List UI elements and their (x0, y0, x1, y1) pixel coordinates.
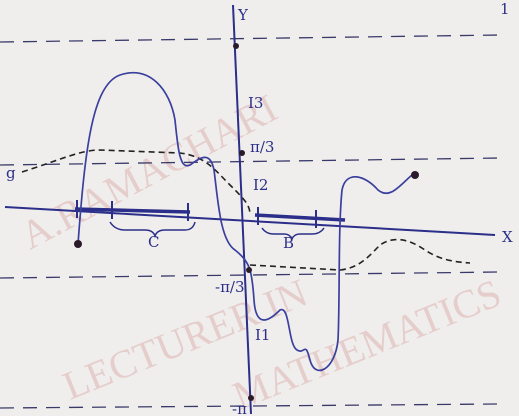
brace-label: C (148, 233, 159, 251)
y-mark: -π/3 (215, 278, 245, 296)
point (233, 43, 239, 49)
endpoint (411, 171, 419, 179)
page-number: 1 (500, 0, 510, 18)
interval-label: I2 (253, 176, 268, 194)
page: A.RAMACHARI LECTURER IN MATHEMATICS Y X … (0, 0, 519, 416)
y-axis-label: Y (237, 6, 249, 24)
y-mark: π/3 (250, 138, 274, 156)
endpoint (74, 240, 82, 248)
interval-label: I1 (255, 326, 270, 344)
point (239, 150, 245, 156)
x-axis-label: X (502, 228, 513, 246)
point (248, 395, 254, 401)
interval-label: I3 (248, 94, 263, 112)
y-mark: -π (232, 400, 247, 416)
brace-label: B (283, 234, 294, 252)
curve-label: g (6, 164, 16, 182)
point (246, 267, 252, 273)
sketch: A.RAMACHARI LECTURER IN MATHEMATICS Y X … (0, 0, 519, 416)
